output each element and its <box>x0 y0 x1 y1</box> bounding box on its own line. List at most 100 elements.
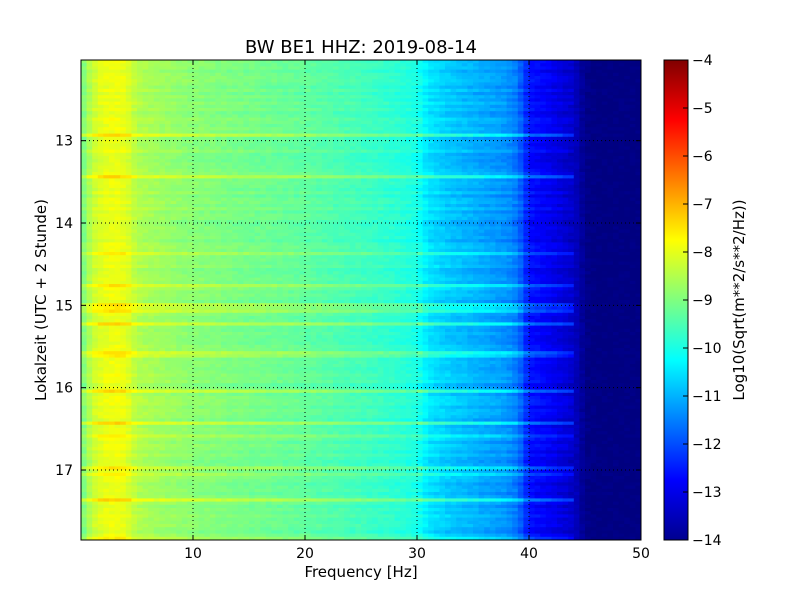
heatmap-cell <box>495 79 502 83</box>
heatmap-cell <box>361 66 368 71</box>
heatmap-cell <box>333 111 340 115</box>
heatmap-cell <box>338 133 345 138</box>
heatmap-cell <box>372 143 379 147</box>
heatmap-cell <box>613 127 620 131</box>
heatmap-cell <box>461 130 468 135</box>
heatmap-cell <box>361 92 368 96</box>
heatmap-cell <box>103 117 110 122</box>
heatmap-cell <box>305 146 312 151</box>
heatmap-cell <box>148 98 155 103</box>
heatmap-cell <box>181 130 188 135</box>
heatmap-cell <box>260 66 267 71</box>
heatmap-cell <box>131 149 138 154</box>
heatmap-cell <box>249 95 256 99</box>
heatmap-cell <box>97 143 104 147</box>
heatmap-cell <box>473 136 480 141</box>
heatmap-cell <box>383 124 390 128</box>
heatmap-cell <box>411 85 418 90</box>
heatmap-cell <box>193 63 200 67</box>
heatmap-cell <box>573 111 580 115</box>
heatmap-cell <box>237 108 244 112</box>
heatmap-cell <box>377 79 384 83</box>
heatmap-cell <box>394 79 401 83</box>
heatmap-cell <box>137 79 144 83</box>
heatmap-cell <box>232 101 239 106</box>
heatmap-cell <box>221 108 228 112</box>
heatmap-cell <box>394 108 401 112</box>
heatmap-cell <box>131 92 138 96</box>
heatmap-cell <box>417 149 424 154</box>
heatmap-cell <box>377 63 384 67</box>
heatmap-cell <box>355 111 362 115</box>
heatmap-cell <box>193 108 200 112</box>
heatmap-cell <box>590 95 597 99</box>
heatmap-cell <box>534 82 541 87</box>
heatmap-cell <box>551 108 558 112</box>
heatmap-cell <box>293 79 300 83</box>
heatmap-cell <box>624 92 631 96</box>
heatmap-cell <box>209 143 216 147</box>
heatmap-cell <box>562 111 569 115</box>
heatmap-cell <box>450 117 457 122</box>
heatmap-cell <box>237 79 244 83</box>
heatmap-cell <box>545 114 552 119</box>
heatmap-cell <box>517 133 524 138</box>
heatmap-cell <box>529 104 536 109</box>
heatmap-cell <box>109 143 116 147</box>
heatmap-cell <box>579 111 586 115</box>
heatmap-cell <box>316 60 323 64</box>
heatmap-cell <box>585 95 592 99</box>
heatmap-cell <box>484 120 491 125</box>
heatmap-cell <box>204 146 211 151</box>
heatmap-cell <box>596 130 603 135</box>
heatmap-cell <box>153 149 160 154</box>
heatmap-cell <box>495 104 502 109</box>
heatmap-cell <box>109 82 116 87</box>
heatmap-cell <box>226 146 233 151</box>
heatmap-cell <box>260 98 267 103</box>
heatmap-cell <box>193 101 200 106</box>
heatmap-cell <box>366 69 373 74</box>
heatmap-cell <box>445 120 452 125</box>
heatmap-cell <box>377 130 384 135</box>
heatmap-cell <box>568 149 575 154</box>
heatmap-cell <box>232 85 239 90</box>
heatmap-cell <box>355 143 362 147</box>
heatmap-cell <box>243 108 250 112</box>
heatmap-cell <box>170 79 177 83</box>
heatmap-cell <box>618 79 625 83</box>
heatmap-cell <box>193 88 200 93</box>
heatmap-cell <box>417 108 424 112</box>
heatmap-cell <box>478 85 485 90</box>
heatmap-cell <box>114 95 121 99</box>
heatmap-cell <box>411 76 418 80</box>
heatmap-cell <box>517 88 524 93</box>
heatmap-cell <box>310 104 317 109</box>
heatmap-cell <box>473 149 480 154</box>
heatmap-cell <box>221 95 228 99</box>
heatmap-cell <box>215 127 222 131</box>
heatmap-cell <box>187 114 194 119</box>
heatmap-cell <box>221 133 228 138</box>
heatmap-cell <box>624 120 631 125</box>
heatmap-cell <box>456 140 463 144</box>
heatmap-cell <box>512 79 519 83</box>
heatmap-cell <box>450 82 457 87</box>
heatmap-cell <box>445 149 452 154</box>
heatmap-cell <box>243 127 250 131</box>
heatmap-cell <box>473 140 480 144</box>
heatmap-cell <box>81 120 88 125</box>
heatmap-cell <box>545 95 552 99</box>
heatmap-cell <box>545 111 552 115</box>
heatmap-cell <box>86 82 93 87</box>
heatmap-cell <box>187 98 194 103</box>
heatmap-cell <box>265 130 272 135</box>
heatmap-cell <box>103 69 110 74</box>
heatmap-cell <box>551 82 558 87</box>
heatmap-cell <box>523 92 530 96</box>
heatmap-cell <box>383 60 390 64</box>
heatmap-cell <box>607 101 614 106</box>
heatmap-cell <box>383 146 390 151</box>
heatmap-cell <box>394 72 401 77</box>
heatmap-cell <box>411 95 418 99</box>
